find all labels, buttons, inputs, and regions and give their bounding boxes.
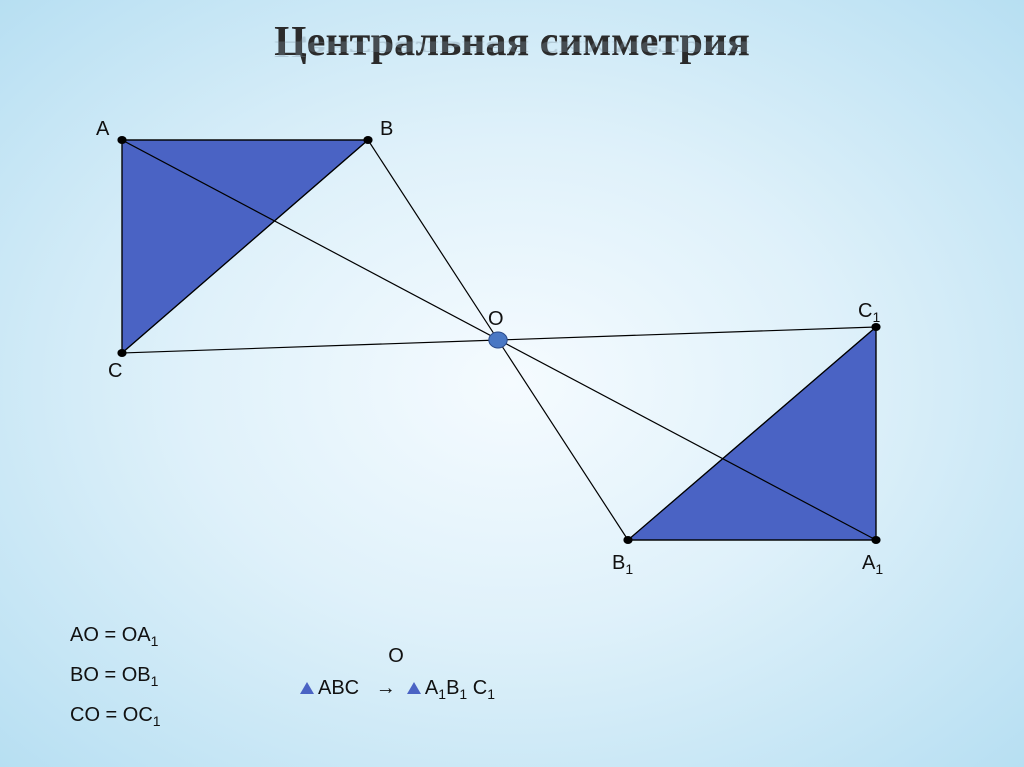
- mapping-left: ABC: [318, 677, 359, 699]
- point-label-O: O: [488, 308, 504, 331]
- equation-line: CO = OC1: [70, 695, 161, 735]
- equation-line: AO = OA1: [70, 615, 161, 655]
- point-label-A: A: [96, 118, 109, 141]
- mapping-center-label: O: [356, 640, 436, 672]
- equation-line: BO = OB1: [70, 655, 161, 695]
- mapping-right: A1B1 C1: [425, 677, 495, 699]
- equalities-block: AO = OA1BO = OB1CO = OC1: [70, 615, 161, 735]
- point-label-C: C: [108, 360, 122, 383]
- triangle-icon: [300, 682, 314, 694]
- mapping-expression: ABC → A1B1 C1: [300, 672, 495, 705]
- point-label-A1: A1: [862, 552, 883, 577]
- point-label-B: B: [380, 118, 393, 141]
- point-label-C1: C1: [858, 300, 880, 325]
- mapping-block: O ABC → A1B1 C1: [300, 640, 495, 705]
- triangle-icon: [407, 682, 421, 694]
- point-label-B1: B1: [612, 552, 633, 577]
- mapping-arrow: →: [376, 677, 396, 699]
